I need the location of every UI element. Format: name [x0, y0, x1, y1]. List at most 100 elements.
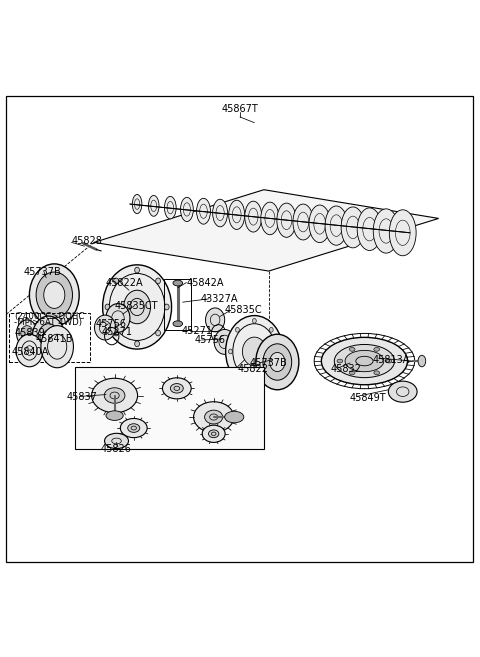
Ellipse shape: [120, 419, 147, 438]
Text: 45271: 45271: [181, 327, 213, 336]
Ellipse shape: [128, 424, 140, 432]
Ellipse shape: [105, 304, 110, 310]
Ellipse shape: [225, 411, 244, 423]
Ellipse shape: [44, 282, 65, 308]
Ellipse shape: [349, 371, 355, 374]
Text: 45271: 45271: [101, 327, 132, 337]
Text: 45849T: 45849T: [349, 393, 386, 403]
Text: 45813A: 45813A: [373, 355, 410, 365]
Text: 43327A: 43327A: [201, 294, 238, 304]
Bar: [75, 367, 264, 449]
Ellipse shape: [374, 371, 380, 374]
Ellipse shape: [197, 198, 210, 224]
Ellipse shape: [309, 205, 330, 242]
Ellipse shape: [105, 434, 129, 449]
Text: 45840A: 45840A: [11, 348, 48, 357]
Ellipse shape: [92, 378, 138, 413]
Ellipse shape: [43, 330, 54, 344]
Text: 45835CT: 45835CT: [115, 300, 158, 311]
Text: 45835C: 45835C: [225, 306, 262, 315]
Ellipse shape: [173, 321, 182, 327]
Text: 45837: 45837: [67, 392, 97, 403]
Ellipse shape: [173, 280, 182, 286]
Ellipse shape: [252, 319, 256, 323]
Ellipse shape: [41, 326, 73, 368]
Text: 45828: 45828: [72, 237, 102, 246]
Ellipse shape: [16, 320, 37, 347]
Ellipse shape: [263, 344, 292, 380]
Text: 45867T: 45867T: [222, 104, 258, 114]
Ellipse shape: [349, 348, 355, 351]
Ellipse shape: [236, 371, 240, 376]
Ellipse shape: [16, 334, 43, 367]
Ellipse shape: [32, 316, 65, 358]
Ellipse shape: [269, 371, 273, 376]
Ellipse shape: [357, 208, 382, 250]
Ellipse shape: [170, 384, 183, 393]
Ellipse shape: [114, 278, 119, 284]
Ellipse shape: [193, 401, 234, 432]
Text: 45839: 45839: [15, 328, 46, 338]
Ellipse shape: [162, 378, 191, 399]
Text: -MPI>6AT 4WD): -MPI>6AT 4WD): [14, 318, 82, 327]
Ellipse shape: [132, 194, 142, 214]
Ellipse shape: [418, 355, 426, 367]
Ellipse shape: [38, 324, 59, 351]
Ellipse shape: [228, 349, 232, 354]
Ellipse shape: [276, 349, 280, 354]
Ellipse shape: [148, 195, 159, 216]
Ellipse shape: [165, 196, 176, 219]
Ellipse shape: [214, 329, 235, 354]
Ellipse shape: [180, 197, 193, 221]
Ellipse shape: [36, 272, 72, 318]
Ellipse shape: [164, 304, 169, 310]
Bar: [164, 279, 191, 330]
Ellipse shape: [389, 210, 416, 256]
Ellipse shape: [325, 206, 348, 245]
Text: 45737B: 45737B: [24, 267, 61, 277]
Text: 45756: 45756: [96, 319, 126, 328]
Ellipse shape: [245, 201, 262, 232]
Text: 45832: 45832: [331, 364, 362, 374]
Text: 45842A: 45842A: [186, 277, 224, 288]
Ellipse shape: [202, 425, 225, 442]
Ellipse shape: [135, 267, 140, 273]
Ellipse shape: [277, 203, 296, 237]
Ellipse shape: [269, 327, 273, 332]
Ellipse shape: [386, 359, 392, 363]
Bar: [9, 313, 90, 362]
Ellipse shape: [334, 344, 395, 378]
Ellipse shape: [204, 410, 223, 424]
Ellipse shape: [95, 315, 116, 340]
Text: 45841B: 45841B: [35, 334, 72, 344]
Ellipse shape: [106, 304, 130, 332]
Ellipse shape: [256, 334, 299, 390]
Text: 45737B: 45737B: [250, 358, 288, 368]
Ellipse shape: [135, 341, 140, 347]
Text: (2400CC>DOHC: (2400CC>DOHC: [14, 311, 84, 321]
Ellipse shape: [341, 207, 365, 248]
Ellipse shape: [156, 278, 160, 284]
Ellipse shape: [213, 199, 228, 227]
Ellipse shape: [156, 330, 160, 336]
Ellipse shape: [337, 359, 343, 363]
Ellipse shape: [21, 326, 33, 341]
Text: 45822A: 45822A: [106, 277, 144, 288]
Ellipse shape: [270, 352, 285, 372]
Ellipse shape: [374, 348, 380, 351]
Text: 45756: 45756: [194, 335, 226, 345]
Ellipse shape: [226, 315, 283, 388]
Polygon shape: [94, 190, 439, 271]
Ellipse shape: [106, 411, 123, 420]
Ellipse shape: [104, 388, 125, 403]
Ellipse shape: [236, 327, 240, 332]
Ellipse shape: [261, 202, 279, 235]
Ellipse shape: [103, 265, 171, 349]
Ellipse shape: [124, 290, 151, 324]
Ellipse shape: [242, 337, 266, 366]
Ellipse shape: [114, 330, 119, 336]
Ellipse shape: [388, 381, 417, 402]
Ellipse shape: [205, 308, 225, 332]
Ellipse shape: [252, 380, 256, 384]
Text: 45822: 45822: [238, 364, 269, 374]
